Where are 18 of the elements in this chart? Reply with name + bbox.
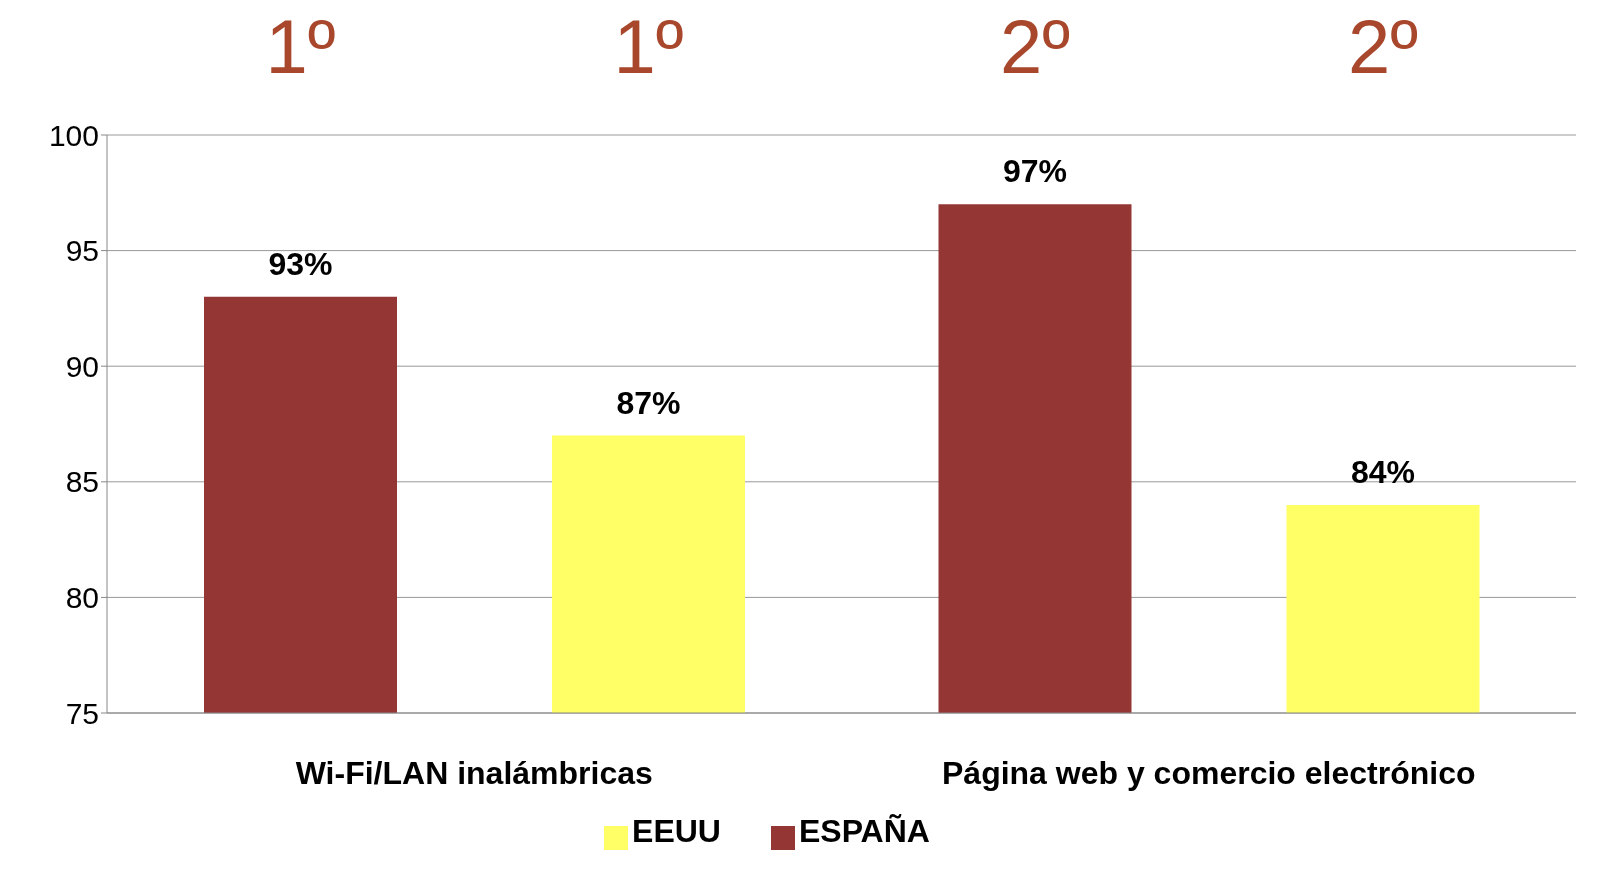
data-label: 97%: [1002, 153, 1068, 190]
y-tick-label: 90: [65, 349, 99, 383]
text: 2º: [999, 4, 1071, 89]
y-tick-label: 95: [65, 234, 99, 268]
data-label: 87%: [616, 384, 681, 421]
y-tick-label: 85: [65, 465, 99, 499]
y-tick-label: 80: [65, 581, 99, 615]
legend-label: EEUU: [632, 813, 721, 849]
x-tick-label: Página web y comercio electrónico: [941, 754, 1476, 791]
text: 1º: [265, 4, 336, 89]
legend-label: ESPAÑA: [798, 813, 930, 849]
text: 2º: [1347, 4, 1419, 89]
y-tick-label: 75: [65, 696, 99, 730]
x-tick-label: Wi-Fi/LAN inalámbricas: [295, 754, 653, 791]
data-label: 93%: [268, 245, 333, 282]
data-label: 84%: [1350, 453, 1416, 490]
y-tick-label: 100: [48, 118, 99, 152]
text: 1º: [613, 4, 684, 89]
